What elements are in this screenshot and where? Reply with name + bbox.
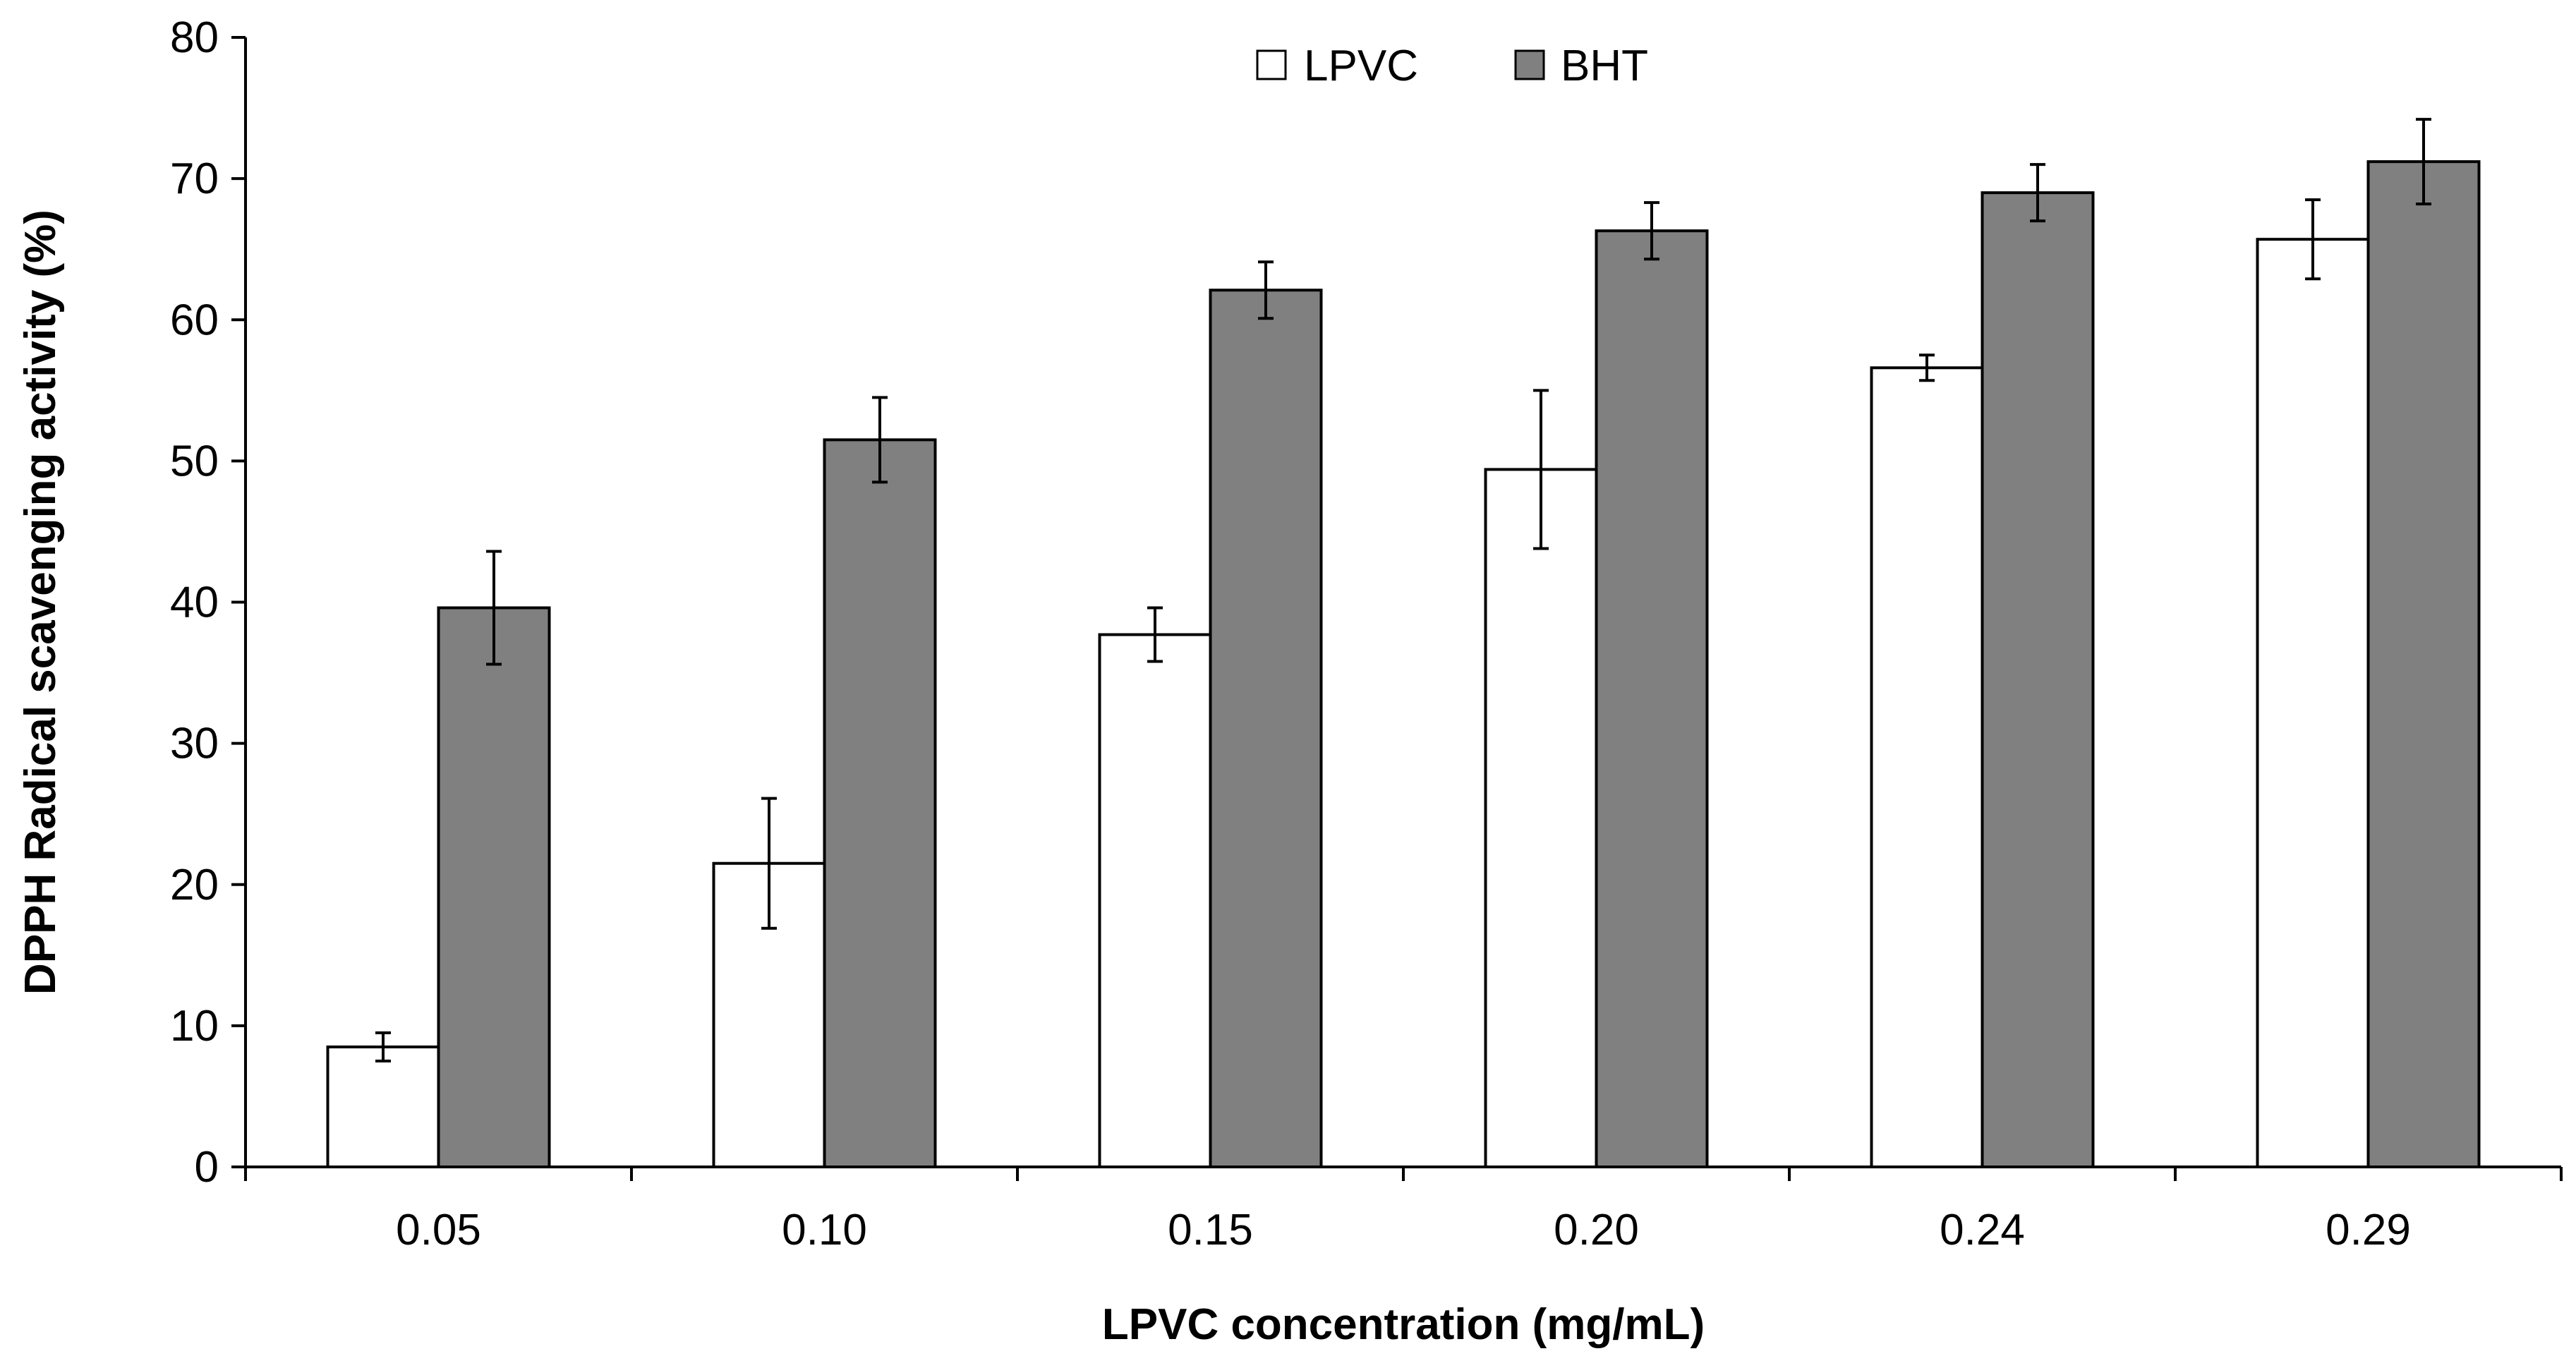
x-tick-label: 0.24 <box>1940 1206 2025 1254</box>
legend-swatch-lpvc <box>1256 49 1287 80</box>
bar-lpvc <box>1484 468 1598 1168</box>
bar-lpvc <box>1098 633 1212 1168</box>
error-bar-bht <box>486 550 502 666</box>
error-bar-lpvc <box>1919 353 1935 382</box>
legend-swatch-bht <box>1514 49 1545 80</box>
error-bar-bht <box>1644 201 1659 261</box>
y-tick-label: 40 <box>170 579 219 627</box>
error-bar-lpvc <box>375 1031 391 1063</box>
x-ticks: 0.05 0.10 0.15 0.20 0.24 0.29 <box>244 1167 2563 1254</box>
error-bar-lpvc <box>2305 198 2321 281</box>
bar-lpvc <box>2256 238 2370 1169</box>
y-tick-label: 50 <box>170 437 219 485</box>
legend: LPVC BHT <box>1256 42 1648 90</box>
y-tick-label: 0 <box>195 1143 219 1192</box>
y-tick-label: 30 <box>170 720 219 768</box>
axes <box>244 37 2561 1168</box>
error-bar-bht <box>872 396 888 484</box>
x-tick-label: 0.15 <box>1168 1206 1253 1254</box>
bar-bht <box>2366 160 2481 1169</box>
bar-lpvc <box>326 1045 440 1169</box>
error-bar-lpvc <box>1147 606 1163 663</box>
y-tick-label: 60 <box>170 296 219 344</box>
x-tick-label: 0.29 <box>2326 1206 2411 1254</box>
bars <box>326 160 2481 1169</box>
legend-label-lpvc: LPVC <box>1304 42 1418 90</box>
error-bar-bht <box>1258 260 1274 320</box>
y-tick-label: 20 <box>170 861 219 909</box>
bar-bht <box>1595 229 1709 1168</box>
y-axis-title: DPPH Radical scavenging activity (%) <box>16 210 65 995</box>
error-bar-lpvc <box>761 797 777 930</box>
x-tick-label: 0.10 <box>782 1206 867 1254</box>
y-tick-label: 80 <box>170 13 219 62</box>
error-bar-bht <box>2030 163 2045 223</box>
error-bars <box>375 118 2431 1063</box>
x-axis-title: LPVC concentration (mg/mL) <box>1102 1300 1705 1349</box>
bar-lpvc <box>1870 366 1984 1168</box>
x-tick-label: 0.05 <box>396 1206 481 1254</box>
error-bar-bht <box>2416 118 2431 206</box>
y-tick-label: 70 <box>170 155 219 203</box>
bar-bht <box>437 606 551 1168</box>
bar-bht <box>1209 289 1323 1168</box>
error-bar-lpvc <box>1533 389 1549 550</box>
x-tick-label: 0.20 <box>1554 1206 1639 1254</box>
y-ticks: 0 10 20 30 40 50 60 70 80 <box>170 13 246 1192</box>
legend-label-bht: BHT <box>1561 42 1648 90</box>
y-tick-label: 10 <box>170 1002 219 1051</box>
bar-bht <box>823 438 937 1169</box>
bar-bht <box>1981 191 2095 1169</box>
